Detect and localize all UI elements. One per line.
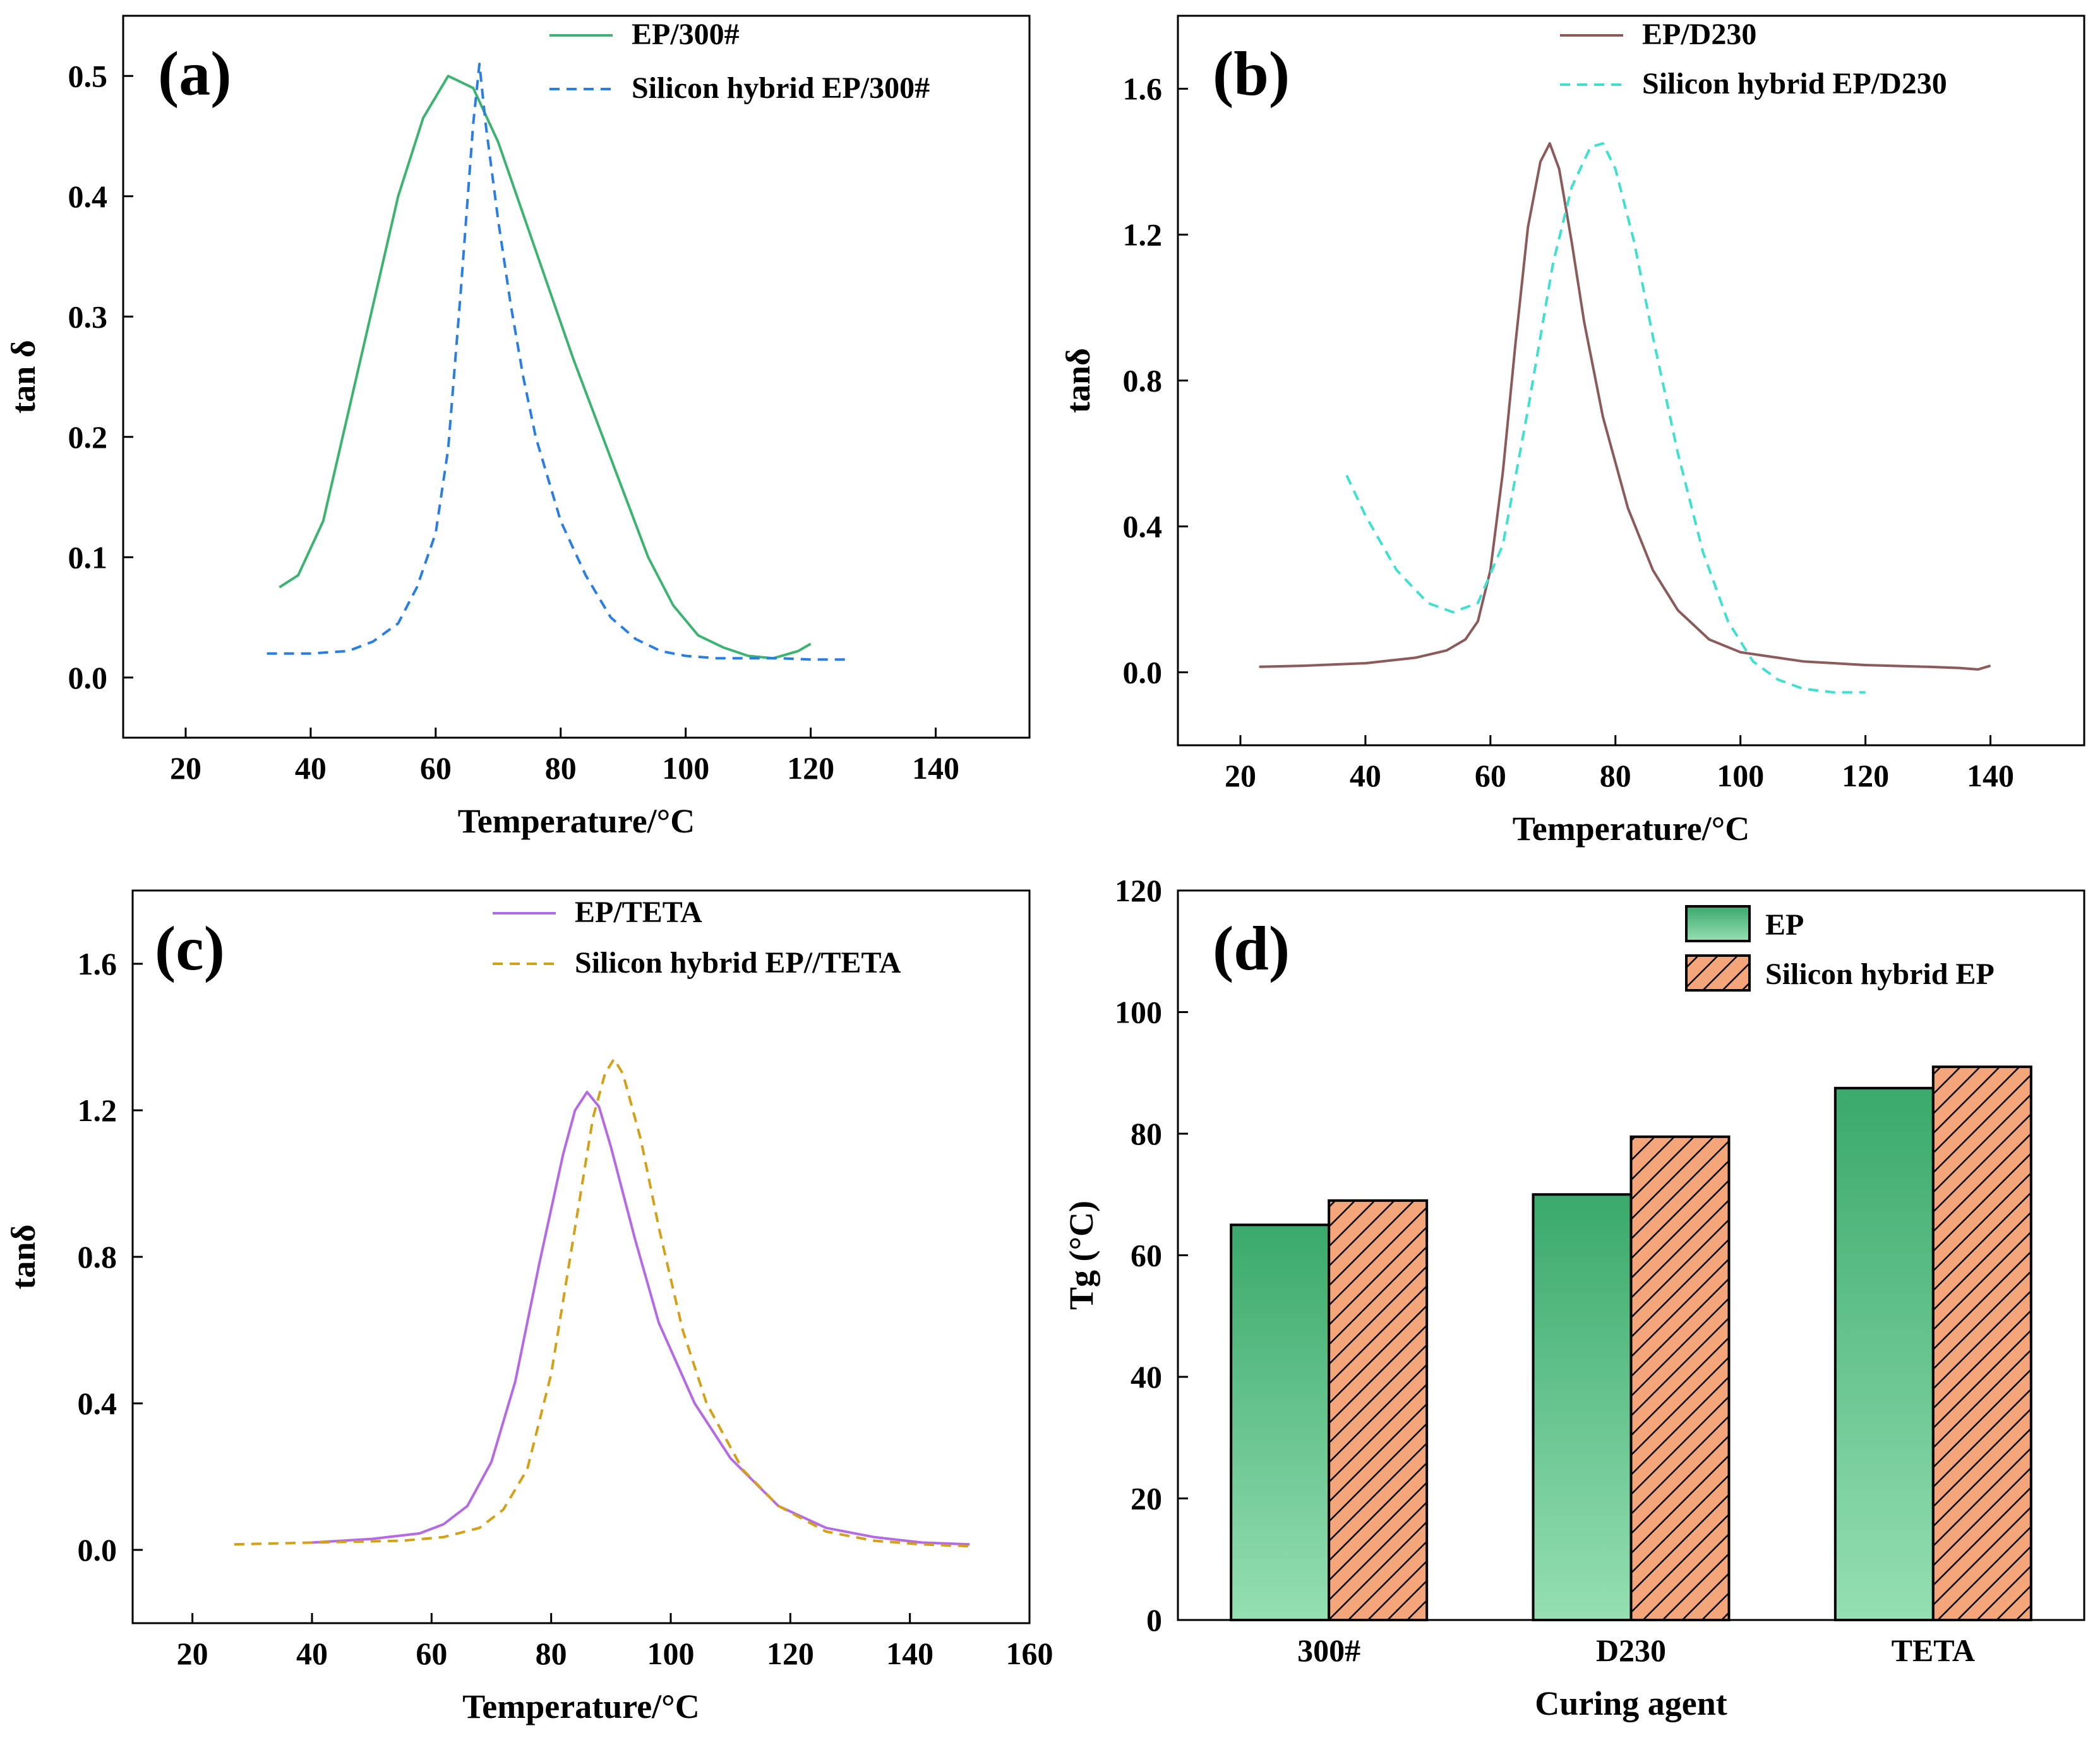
y-tick-label: 20 bbox=[1131, 1481, 1162, 1516]
x-tick-label: 20 bbox=[170, 750, 201, 786]
plot-frame bbox=[122, 15, 1031, 739]
y-tick-label: 0.0 bbox=[78, 1532, 117, 1568]
y-tick-label: 0.0 bbox=[68, 660, 108, 695]
y-tick-label: 0.8 bbox=[78, 1239, 117, 1275]
y-axis-label: tanδ bbox=[4, 1224, 42, 1289]
x-axis-label: Temperature/°C bbox=[462, 1688, 700, 1725]
x-tick-label: 100 bbox=[662, 750, 709, 786]
bar-ep-TETA bbox=[1833, 1086, 1935, 1621]
legend-label: EP bbox=[1765, 908, 1804, 942]
x-tick-label: 140 bbox=[1967, 758, 2014, 793]
bar-silicon-hybrid-TETA bbox=[1931, 1065, 2032, 1621]
bar-silicon-hybrid-D230 bbox=[1629, 1135, 1731, 1621]
y-tick-label: 100 bbox=[1115, 995, 1162, 1030]
y-tick-label: 1.6 bbox=[1123, 71, 1163, 107]
y-axis-label: tanδ bbox=[1059, 348, 1097, 413]
x-tick-label: 60 bbox=[420, 750, 452, 786]
panel-label: (b) bbox=[1213, 39, 1290, 109]
x-tick-label: 60 bbox=[416, 1636, 447, 1671]
x-tick-label: 100 bbox=[1717, 758, 1764, 793]
x-tick-label: 140 bbox=[886, 1636, 933, 1671]
legend-label: EP/D230 bbox=[1642, 18, 1756, 51]
chart-d: 0 20 40 60 80 100 120 300# D230 TETA EP Silicon hyb… bbox=[1062, 873, 2085, 1722]
x-tick-label: 60 bbox=[1475, 758, 1506, 793]
series-line-a-1 bbox=[267, 63, 848, 661]
chart-c: 20 40 60 80 100 120 140 160 0.0 0.4 0.8 1.2 1.6 EP/TE… bbox=[4, 889, 1053, 1725]
x-tick-label: D230 bbox=[1596, 1633, 1666, 1668]
y-tick-label: 0.4 bbox=[68, 179, 108, 214]
legend-label: Silicon hybrid EP//TETA bbox=[575, 946, 901, 980]
y-axis-label: Tg (°C) bbox=[1062, 1201, 1100, 1310]
x-tick-label: 40 bbox=[1350, 758, 1381, 793]
y-tick-label: 0.2 bbox=[68, 419, 108, 455]
x-tick-label: 20 bbox=[1225, 758, 1256, 793]
legend-swatch bbox=[1685, 954, 1751, 992]
legend-label: Silicon hybrid EP bbox=[1765, 957, 1995, 991]
x-tick-label: 160 bbox=[1006, 1636, 1053, 1671]
x-tick-label: 120 bbox=[787, 750, 834, 786]
y-tick-label: 0.0 bbox=[1123, 655, 1163, 690]
y-tick-label: 80 bbox=[1131, 1116, 1162, 1151]
panel-label: (c) bbox=[155, 913, 225, 983]
chart-b: 20 40 60 80 100 120 140 0.0 0.4 0.8 1.2 1.6 EP/D230 S… bbox=[1059, 15, 2085, 848]
bar-ep-D230 bbox=[1532, 1193, 1633, 1621]
x-tick-label: 100 bbox=[647, 1636, 695, 1671]
y-tick-label: 60 bbox=[1131, 1238, 1162, 1273]
x-axis-label: Temperature/°C bbox=[458, 802, 695, 840]
x-tick-label: 80 bbox=[536, 1636, 567, 1671]
series-line-b-0 bbox=[1259, 142, 1991, 671]
x-tick-label: 300# bbox=[1297, 1633, 1360, 1668]
series-line-a-0 bbox=[279, 75, 812, 660]
legend-label: Silicon hybrid EP/D230 bbox=[1642, 67, 1947, 100]
x-tick-label: 140 bbox=[912, 750, 959, 786]
y-tick-label: 120 bbox=[1115, 873, 1162, 908]
x-tick-label: 120 bbox=[767, 1636, 814, 1671]
plot-frame bbox=[1177, 15, 2085, 747]
y-tick-label: 1.6 bbox=[78, 946, 117, 981]
bar-silicon-hybrid-300# bbox=[1328, 1199, 1429, 1621]
legend-label: Silicon hybrid EP/300# bbox=[632, 71, 930, 105]
y-tick-label: 0.4 bbox=[78, 1386, 117, 1421]
x-tick-label: 80 bbox=[1600, 758, 1631, 793]
series-line-b-1 bbox=[1345, 142, 1866, 694]
legend-swatch bbox=[1685, 905, 1751, 942]
series-line-c-1 bbox=[234, 1057, 970, 1548]
x-tick-label: 40 bbox=[296, 1636, 328, 1671]
chart-a: 20 40 60 80 100 120 140 0.0 0.1 0.2 0.3 0.4 0.5 EP/30… bbox=[4, 15, 1031, 840]
x-axis-label: Curing agent bbox=[1535, 1684, 1727, 1722]
series-line-c-0 bbox=[311, 1091, 970, 1546]
x-tick-label: 20 bbox=[177, 1636, 208, 1671]
x-tick-label: 120 bbox=[1842, 758, 1889, 793]
legend-label: EP/TETA bbox=[575, 896, 702, 929]
panel-label: (a) bbox=[158, 39, 232, 109]
y-tick-label: 0.3 bbox=[68, 299, 108, 334]
x-tick-label: 80 bbox=[545, 750, 577, 786]
y-tick-label: 0.5 bbox=[68, 58, 108, 93]
y-tick-label: 1.2 bbox=[1123, 217, 1163, 253]
y-tick-label: 0.4 bbox=[1123, 509, 1163, 544]
x-tick-label: 40 bbox=[295, 750, 327, 786]
y-axis-label: tan δ bbox=[4, 340, 42, 414]
bar-ep-300# bbox=[1230, 1223, 1331, 1621]
y-tick-label: 0.1 bbox=[68, 539, 108, 575]
panel-label: (d) bbox=[1213, 913, 1290, 983]
y-tick-label: 1.2 bbox=[78, 1093, 117, 1128]
y-tick-label: 40 bbox=[1131, 1359, 1162, 1395]
x-axis-label: Temperature/°C bbox=[1513, 810, 1750, 848]
y-tick-label: 0 bbox=[1146, 1602, 1162, 1638]
y-tick-label: 0.8 bbox=[1123, 363, 1163, 399]
charts-layer: 20 40 60 80 100 120 140 0.0 0.1 0.2 0.3 0.4 0.5 EP/30… bbox=[4, 15, 2085, 1725]
plot-frame bbox=[131, 889, 1031, 1624]
legend-label: EP/300# bbox=[632, 18, 740, 51]
x-tick-label: TETA bbox=[1892, 1633, 1975, 1668]
